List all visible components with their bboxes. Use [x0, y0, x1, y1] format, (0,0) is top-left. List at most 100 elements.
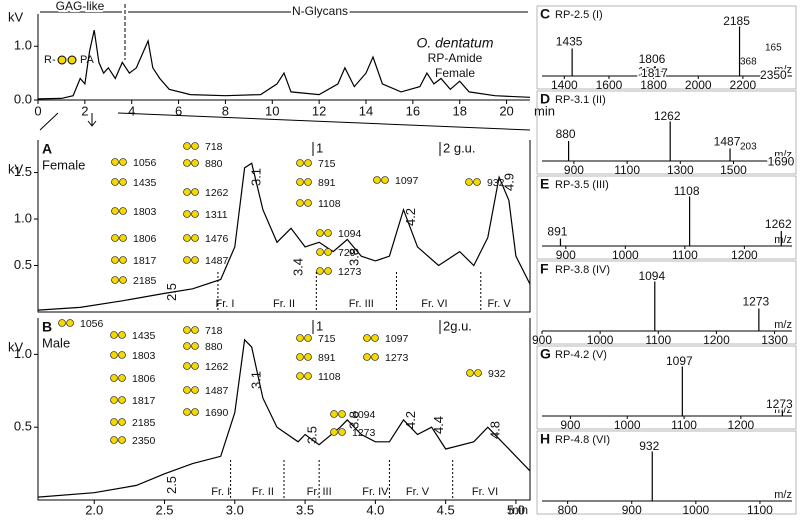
glycan-icon — [465, 178, 473, 186]
glycan-icon — [191, 188, 199, 196]
x-tick-label: 1100 — [614, 163, 640, 177]
glycan-icon — [183, 326, 191, 334]
glycan-icon — [296, 372, 304, 380]
mass-label: 1806 — [133, 233, 157, 245]
peak-label: 1806 — [639, 52, 666, 66]
glycan-icon — [324, 229, 332, 237]
glycan-icon — [296, 159, 304, 167]
fraction-label: Fr. III — [307, 486, 332, 498]
x-tick-label: 3.0 — [226, 502, 244, 517]
glycan-icon — [183, 256, 191, 264]
glycan-icon — [118, 351, 126, 359]
glycan-icon — [304, 178, 312, 186]
x-tick-label: 1000 — [682, 503, 709, 517]
glycan-icon — [191, 326, 199, 334]
mass-label: 1094 — [338, 228, 362, 240]
region-label: N-Glycans — [292, 4, 348, 18]
mass-label: 1273 — [352, 427, 376, 439]
glycan-icon — [296, 199, 304, 207]
glycan-icon — [373, 176, 381, 184]
y-axis-label: kV — [8, 339, 24, 354]
glycan-icon — [191, 159, 199, 167]
peak-label: 1262 — [654, 109, 681, 123]
glycan-icon — [58, 319, 66, 327]
glycan-icon — [324, 248, 332, 256]
glycan-icon — [118, 436, 126, 444]
mass-label: 1262 — [205, 187, 229, 199]
x-tick-label: 4 — [128, 103, 135, 118]
glycan-icon — [474, 369, 482, 377]
peak-label: 1108 — [674, 184, 700, 198]
x-tick-label: 900 — [556, 248, 576, 262]
gu-label: 1 — [316, 140, 323, 155]
chromatogram-trace — [37, 338, 531, 498]
x-tick-label: 1300 — [667, 163, 694, 177]
mass-label: 1487 — [205, 255, 229, 267]
glycan-icon — [110, 436, 118, 444]
annotation: RP-Amide — [428, 51, 483, 65]
peak-label: 891 — [547, 225, 567, 239]
mass-label: 1108 — [318, 198, 341, 210]
y-tick-label: 0.5 — [14, 257, 32, 272]
glycan-icon — [316, 267, 324, 275]
chromatogram-trace — [37, 162, 531, 311]
spectrum-frame — [536, 90, 797, 175]
glycan-icon — [330, 410, 338, 418]
glycan-icon — [110, 396, 118, 404]
x-tick-label: 3.5 — [296, 502, 314, 517]
x-tick-label: 1000 — [614, 418, 641, 432]
annotation: Female — [435, 66, 475, 80]
glycan-icon — [111, 256, 119, 264]
annotation: 165 — [765, 43, 782, 54]
fraction-label: Fr. II — [273, 298, 295, 310]
x-tick-label: 10 — [265, 103, 279, 118]
x-tick-label: 4.5 — [437, 502, 455, 517]
x-tick-label: 2000 — [685, 78, 712, 92]
annotation: O. dentatum — [416, 35, 493, 51]
glycan-icon — [338, 410, 346, 418]
fraction-label: Fr. V — [487, 298, 511, 310]
mass-label: 1435 — [133, 177, 157, 189]
glycan-icon — [191, 342, 199, 350]
mass-label: 1690 — [205, 407, 229, 419]
peak-label: 3.1 — [248, 371, 263, 389]
glycan-icon — [296, 178, 304, 186]
glycan-icon — [183, 342, 191, 350]
mass-label: 1094 — [352, 409, 376, 421]
mass-label: 932 — [488, 368, 506, 380]
x-tick-label: 800 — [558, 503, 578, 517]
glycan-icon — [119, 276, 127, 284]
peak-label: 4.2 — [403, 411, 418, 429]
glycan-icon — [363, 334, 371, 342]
spectrum-frame — [536, 345, 797, 430]
mass-label: 1817 — [133, 255, 157, 267]
mass-label: 718 — [205, 325, 223, 337]
glycan-icon — [119, 158, 127, 166]
glycan-icon — [183, 188, 191, 196]
glycan-icon — [118, 396, 126, 404]
x-tick-label: 0 — [34, 103, 41, 118]
x-tick-label: 5.0 — [507, 502, 525, 517]
arrow — [87, 113, 97, 127]
glycan-icon — [111, 276, 119, 284]
y-tick-label: 1.0 — [14, 346, 32, 361]
mass-label: 715 — [318, 333, 336, 345]
gu-label: 2 g.u. — [443, 140, 476, 155]
fraction-label: Fr. IV — [362, 486, 389, 498]
fraction-label: Fr. I — [211, 486, 230, 498]
mass-label: 1056 — [80, 318, 104, 330]
x-axis-label: m/z — [774, 489, 792, 501]
glycan-icon — [66, 319, 74, 327]
peak-label: 2350 — [760, 68, 787, 82]
glycan-icon — [304, 199, 312, 207]
panel-name: Male — [42, 335, 70, 350]
panel-letter: D — [540, 91, 550, 107]
x-tick-label: 1200 — [728, 418, 755, 432]
peak-label: 1097 — [666, 354, 693, 368]
peak-label: 4.2 — [403, 208, 418, 226]
annotation: 368 — [740, 57, 757, 68]
fraction-label: Fr. V — [406, 486, 430, 498]
peak-label: 1690 — [768, 155, 795, 169]
fraction-label: Fr. VI — [421, 298, 447, 310]
x-tick-label: 14 — [359, 103, 373, 118]
